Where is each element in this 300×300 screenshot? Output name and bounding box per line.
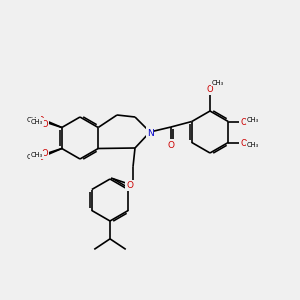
Text: O: O <box>207 85 213 94</box>
Text: CH₃: CH₃ <box>247 142 259 148</box>
Text: O: O <box>241 118 247 127</box>
Text: O: O <box>41 120 48 129</box>
Text: CH₃: CH₃ <box>27 154 40 160</box>
Text: O: O <box>241 139 247 148</box>
Text: O: O <box>41 149 48 158</box>
Text: O: O <box>167 140 175 149</box>
Text: O: O <box>38 116 44 125</box>
Text: CH₃: CH₃ <box>31 152 43 158</box>
Text: CH₃: CH₃ <box>31 119 43 125</box>
Text: O: O <box>127 181 134 190</box>
Text: O: O <box>38 153 44 162</box>
Text: CH₃: CH₃ <box>247 117 259 123</box>
Text: N: N <box>147 128 153 137</box>
Text: CH₃: CH₃ <box>27 117 40 123</box>
Text: CH₃: CH₃ <box>212 80 224 86</box>
